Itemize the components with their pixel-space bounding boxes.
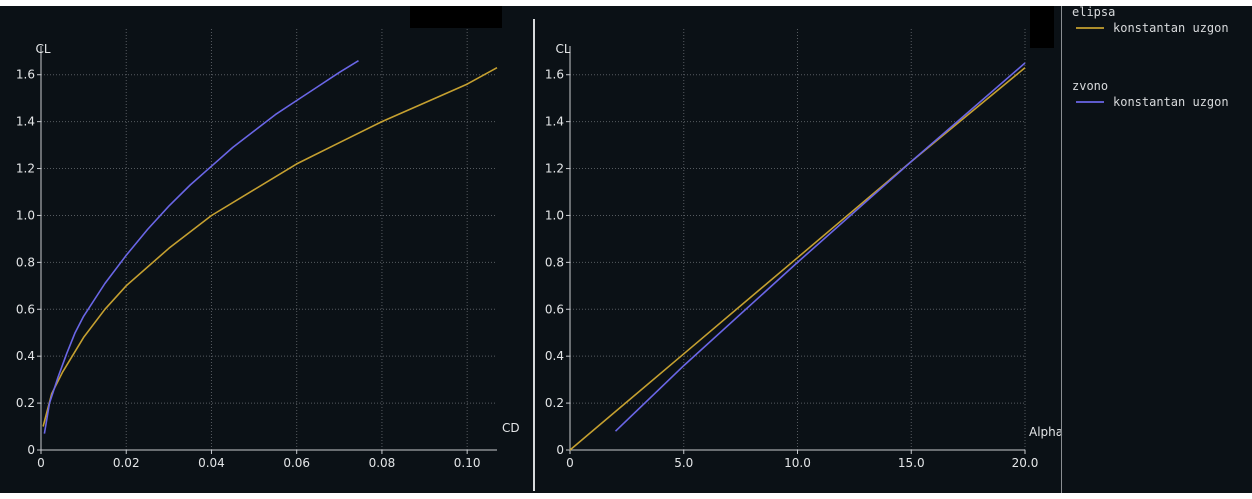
x-axis-title: CD [502, 421, 520, 435]
legend: elipsa konstantan uzgon zvono konstantan uz… [1072, 5, 1229, 109]
y-tick-label: 0.8 [545, 255, 564, 269]
x-tick-label: 0.06 [283, 456, 310, 470]
y-tick-label: 1.0 [545, 208, 564, 222]
x-tick-label: 0.04 [198, 456, 225, 470]
y-tick-label: 1.2 [16, 162, 35, 176]
y-tick-label: 0.4 [545, 349, 564, 363]
x-tick-label: 0 [37, 456, 45, 470]
x-tick-label: 20.0 [1012, 456, 1039, 470]
cl-cd-chart: 0 0.02 0.04 0.06 0.08 0.10 0 0.2 0.4 0.6 0.8 1.0 1.2… [16, 28, 520, 470]
legend-item-label: konstantan uzgon [1113, 21, 1229, 35]
y-tick-label: 1.4 [545, 115, 564, 129]
x-tick-label: 0.10 [454, 456, 481, 470]
chart-separator [533, 19, 535, 491]
y-axis-title: CL [555, 42, 570, 56]
legend-item-label: konstantan uzgon [1113, 95, 1229, 109]
y-tick-label: 0.6 [16, 302, 35, 316]
y-tick-label: 1.4 [16, 115, 35, 129]
y-tick-label: 0.6 [545, 302, 564, 316]
y-tick-label: 1.6 [545, 68, 564, 82]
cl-alpha-chart: 0 5.0 10.0 15.0 20.0 0 0.2 0.4 0.6 0.8 1.0 1.2 1.4 1.… [545, 28, 1063, 470]
header-block [410, 6, 502, 28]
y-tick-label: 1.2 [545, 162, 564, 176]
series-line-elipsa [42, 66, 498, 427]
header-block [1030, 6, 1054, 48]
y-tick-label: 0.2 [545, 396, 564, 410]
x-tick-label: 0 [566, 456, 574, 470]
series-line-zvono [614, 62, 1026, 432]
x-tick-label: 10.0 [784, 456, 811, 470]
y-tick-label: 1.6 [16, 68, 35, 82]
y-tick-label: 1.0 [16, 208, 35, 222]
series-line-zvono [43, 60, 359, 434]
y-tick-label: 0.4 [16, 349, 35, 363]
y-tick-label: 0.2 [16, 396, 35, 410]
series-line-elipsa [569, 67, 1026, 451]
plot-frame: 0 0.02 0.04 0.06 0.08 0.10 0 0.2 0.4 0.6 0.8 1.0 1.2… [0, 5, 1252, 493]
x-tick-label: 5.0 [674, 456, 693, 470]
legend-separator [1061, 6, 1062, 493]
x-tick-label: 0.08 [369, 456, 396, 470]
y-tick-label: 0 [27, 443, 35, 457]
legend-group-title: zvono [1072, 79, 1108, 93]
x-tick-label: 0.02 [113, 456, 140, 470]
x-axis-title: Alpha [1029, 425, 1063, 439]
legend-group-title: elipsa [1072, 5, 1115, 19]
y-tick-label: 0.8 [16, 255, 35, 269]
y-tick-label: 0 [556, 443, 564, 457]
y-axis-title: CL [35, 42, 50, 56]
x-tick-label: 15.0 [898, 456, 925, 470]
